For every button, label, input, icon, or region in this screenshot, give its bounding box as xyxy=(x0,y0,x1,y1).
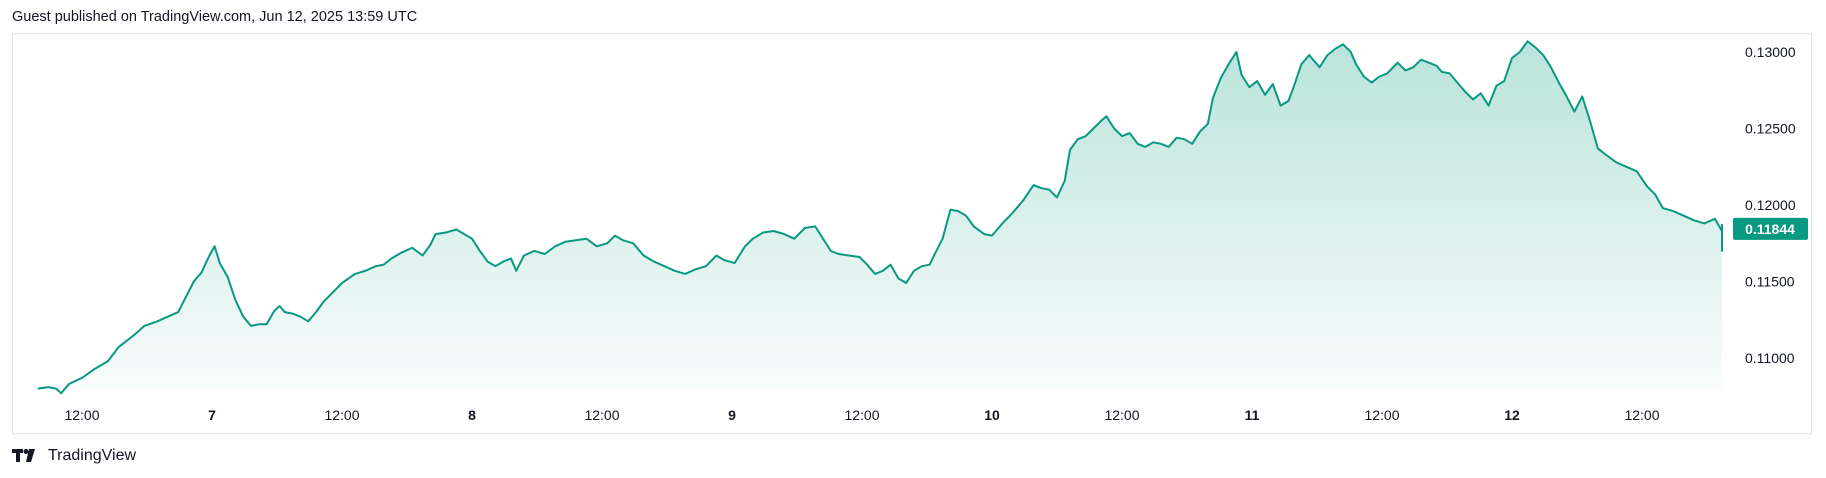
x-tick-label: 10 xyxy=(984,407,1000,423)
x-tick-label: 12:00 xyxy=(1624,407,1659,423)
footer: TradingView xyxy=(12,447,136,465)
chart-frame xyxy=(12,33,1812,434)
x-tick-label: 12:00 xyxy=(64,407,99,423)
series-line[interactable] xyxy=(37,40,1723,395)
x-tick-label: 12 xyxy=(1504,407,1520,423)
y-tick-label: 0.12500 xyxy=(1745,121,1796,137)
x-tick-label: 12:00 xyxy=(1364,407,1399,423)
x-tick-label: 8 xyxy=(468,407,476,423)
last-price-tag xyxy=(1733,217,1808,240)
x-tick-label: 12:00 xyxy=(584,407,619,423)
y-tick-label: 0.11500 xyxy=(1745,274,1795,290)
y-tick-label: 0.11000 xyxy=(1745,350,1795,366)
publish-info: Guest published on TradingView.com, Jun … xyxy=(12,9,418,25)
x-tick-label: 9 xyxy=(728,407,736,423)
x-tick-label: 12:00 xyxy=(844,407,879,423)
x-tick-label: 12:00 xyxy=(1104,407,1139,423)
y-tick-label: 0.12000 xyxy=(1745,197,1796,213)
series-area xyxy=(37,41,1722,394)
x-tick-label: 12:00 xyxy=(324,407,359,423)
tradingview-logo-icon xyxy=(12,449,35,462)
x-tick-label: 7 xyxy=(208,407,216,423)
tradingview-brand: TradingView xyxy=(48,447,137,464)
last-price-label: 0.11844 xyxy=(1745,221,1795,237)
y-tick-label: 0.13000 xyxy=(1745,44,1796,60)
x-tick-label: 11 xyxy=(1245,407,1260,423)
